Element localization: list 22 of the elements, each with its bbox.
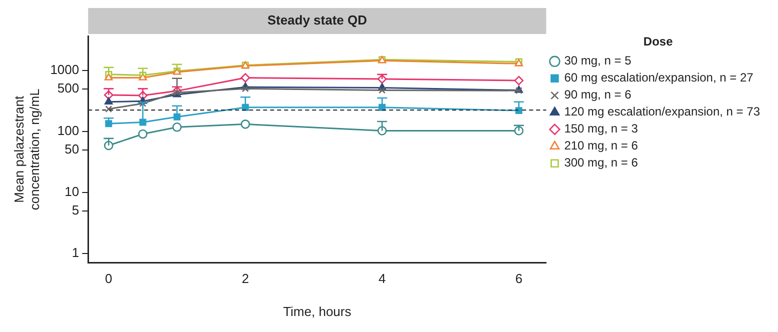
y-tick-label: 1 [72, 244, 80, 260]
y-tick-label: 100 [57, 123, 80, 138]
legend-title: Dose [643, 34, 674, 48]
y-tick-label: 5 [72, 202, 80, 218]
y-tick-label: 1000 [50, 62, 80, 78]
legend-label: 30 mg, n = 5 [564, 54, 632, 68]
legend-label: 210 mg, n = 6 [564, 138, 638, 153]
x-axis-title: Time, hours [283, 304, 352, 319]
x-tick-label: 0 [105, 271, 112, 286]
y-tick-label: 50 [64, 141, 80, 156]
legend-label: 150 mg, n = 3 [564, 122, 638, 136]
legend-label: 90 mg, n = 6 [564, 88, 632, 102]
y-axis-title: Mean palazestrant concentration, ng/mL [11, 88, 42, 210]
x-tick-label: 4 [378, 271, 386, 286]
chart-title: Steady state QD [267, 12, 368, 28]
legend-label: 60 mg escalation/expansion, n = 27 [564, 70, 754, 85]
legend-label: 120 mg escalation/expansion, n = 73 [564, 104, 760, 119]
y-tick-label: 10 [64, 184, 80, 200]
x-tick-label: 6 [515, 271, 522, 286]
y-tick-label: 500 [57, 80, 80, 96]
x-tick-label: 2 [242, 271, 249, 286]
legend-label: 300 mg, n = 6 [564, 156, 638, 170]
